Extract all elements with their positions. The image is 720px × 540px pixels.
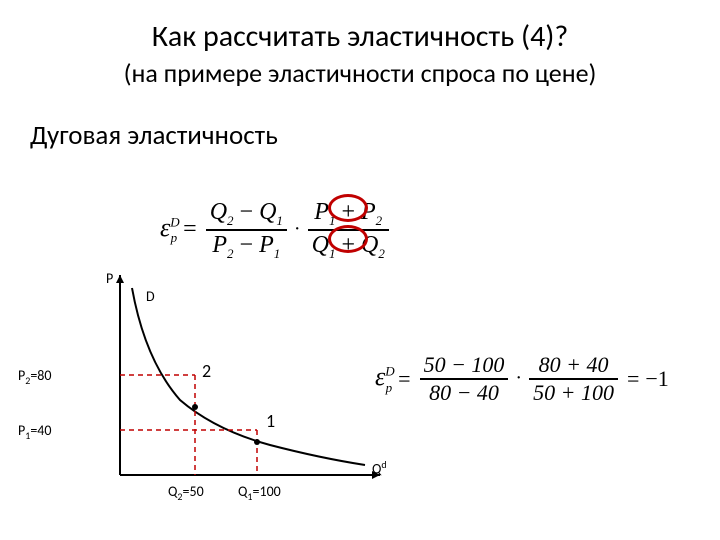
p1-label: P1=40 xyxy=(18,422,51,442)
point-1-label: 1 xyxy=(266,410,275,432)
q2-label: Q2=50 xyxy=(168,483,204,503)
chart-svg xyxy=(60,270,390,515)
page-subtitle: (на примере эластичности спроса по цене) xyxy=(0,55,720,89)
highlight-circle-bottom xyxy=(328,225,368,253)
page-title: Как рассчитать эластичность (4)? xyxy=(0,0,720,55)
numeric-formula: εDp = 50 − 100 80 − 40 · 80 + 40 50 + 10… xyxy=(375,352,669,406)
p-axis-label: P xyxy=(106,270,113,287)
demand-curve-chart: P D 2 1 Qd P2=80 P1=40 Q2=50 Q1=100 xyxy=(60,270,390,515)
qd-axis-label: Qd xyxy=(372,458,387,478)
q1-label: Q1=100 xyxy=(238,483,281,503)
highlight-circle-top xyxy=(328,194,368,222)
p2-label: P2=80 xyxy=(18,367,51,387)
arc-elasticity-formula: εDp = Q2 − Q1 P2 − P1 · P1 + P2 Q1 + Q2 xyxy=(160,198,392,262)
point-2-label: 2 xyxy=(202,360,211,382)
d-curve-label: D xyxy=(146,288,155,305)
section-heading: Дуговая эластичность xyxy=(0,89,720,152)
